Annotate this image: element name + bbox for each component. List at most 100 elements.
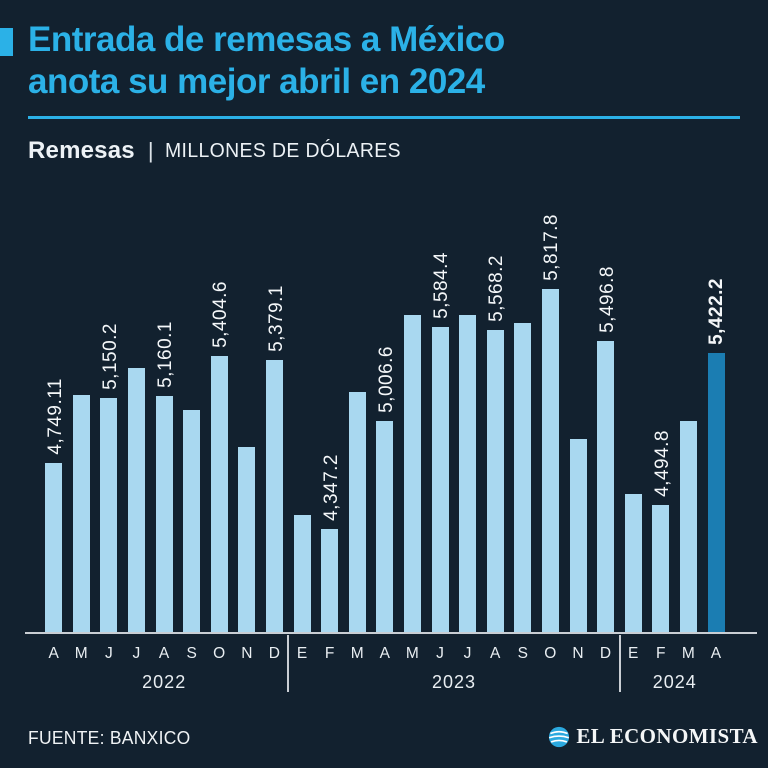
bar-slot-2022-5 — [178, 282, 206, 632]
bar-value-label: 5,817.8 — [541, 214, 563, 281]
bar-slot-2023-17 — [509, 282, 537, 632]
bar — [459, 315, 477, 632]
bar — [624, 494, 642, 632]
bar — [376, 421, 394, 632]
bar — [321, 529, 339, 632]
bar-value-label: 5,379.1 — [265, 285, 287, 352]
bar — [45, 463, 63, 632]
bar-highlighted — [707, 353, 725, 632]
month-tick: J — [463, 645, 472, 662]
bar-slot-2022-2: 5,150.2 — [95, 282, 123, 632]
month-tick: M — [74, 645, 88, 662]
year-divider — [618, 635, 621, 692]
kicker-separator: | — [147, 138, 154, 163]
title-line-2: anota su mejor abril en 2024 — [28, 62, 485, 101]
bar — [597, 341, 615, 632]
bar — [486, 330, 504, 632]
month-tick: A — [489, 645, 501, 662]
bar — [183, 410, 201, 632]
bar — [293, 515, 311, 632]
bar-slot-2022-7 — [233, 282, 261, 632]
bar-slot-2023-10: 4,347.2 — [316, 282, 344, 632]
month-tick: J — [132, 645, 141, 662]
month-tick: M — [681, 645, 696, 662]
bar — [128, 368, 146, 632]
bar-slot-2023-14: 5,584.4 — [426, 252, 454, 632]
bar-slot-2023-19 — [564, 282, 592, 632]
bar-slot-2022-4: 5,160.1 — [150, 282, 178, 632]
month-tick: O — [544, 645, 557, 662]
bar — [348, 392, 366, 632]
bar-slot-2022-1 — [68, 282, 96, 632]
year-label-2023: 2023 — [431, 672, 477, 692]
year-divider — [287, 635, 290, 692]
bar — [404, 315, 422, 632]
bar — [238, 447, 256, 632]
bar-slot-2024-21 — [619, 282, 647, 632]
bar — [210, 356, 228, 632]
month-tick: F — [655, 645, 666, 662]
month-tick: E — [296, 645, 308, 662]
bar-slot-2023-18: 5,817.8 — [537, 214, 565, 632]
x-axis-line — [25, 632, 757, 634]
bar-chart: 4,749.11 5,150.2 5,160.1 5,404.6 5,379.1 4,34… — [40, 214, 730, 632]
bar-slot-2022-8: 5,379.1 — [261, 282, 289, 632]
bar-value-label: 5,150.2 — [99, 323, 121, 390]
bar-slot-2023-15 — [454, 282, 482, 632]
bar-slot-2023-11 — [344, 282, 372, 632]
publisher-logo: EL ECONOMISTA — [548, 724, 758, 749]
bar-slot-2022-6: 5,404.6 — [206, 281, 234, 632]
bar-value-label: 5,404.6 — [210, 281, 232, 348]
bar — [652, 505, 670, 632]
bar-slot-2023-16: 5,568.2 — [482, 255, 510, 632]
bar — [100, 398, 118, 632]
chart-subtitle: Remesas | MILLONES DE DÓLARES — [28, 136, 408, 166]
year-label-2024: 2024 — [652, 672, 697, 692]
month-tick: N — [241, 645, 253, 662]
bar-slot-2024-22: 4,494.8 — [647, 282, 675, 632]
month-tick: A — [158, 645, 170, 662]
bar — [514, 323, 532, 632]
month-tick: M — [350, 645, 364, 662]
bar-value-label: 5,422.2 — [706, 278, 728, 345]
bar-value-label: 5,496.8 — [596, 266, 618, 333]
bar-slot-2024-23 — [675, 282, 703, 632]
month-tick: A — [379, 645, 391, 662]
month-tick: A — [710, 645, 722, 662]
bar-slot-2023-12: 5,006.6 — [371, 282, 399, 632]
month-tick: S — [186, 645, 198, 662]
month-tick: M — [405, 645, 420, 662]
month-tick: D — [268, 645, 281, 662]
bar-value-label: 4,749.11 — [44, 378, 66, 455]
bar-slot-2022-0: 4,749.11 — [40, 282, 68, 632]
bar — [541, 289, 559, 632]
publisher-name: EL ECONOMISTA — [576, 724, 758, 748]
kicker-label: Remesas — [28, 137, 135, 164]
month-tick: S — [517, 645, 529, 662]
month-tick: N — [572, 645, 584, 662]
bar-slot-2023-20: 5,496.8 — [592, 266, 620, 632]
bar — [679, 421, 697, 632]
bar — [431, 327, 449, 632]
bar-value-label: 4,494.8 — [651, 430, 673, 497]
bar-value-label: 5,584.4 — [431, 252, 453, 319]
bar-value-label: 5,568.2 — [486, 255, 508, 322]
globe-icon — [549, 726, 570, 747]
bar-slot-2022-3 — [123, 282, 151, 632]
bar — [155, 396, 173, 632]
year-label-2022: 2022 — [142, 672, 187, 692]
source-credit: FUENTE: BANXICO — [28, 728, 191, 748]
bar-slot-2023-9 — [288, 282, 316, 632]
month-tick: J — [104, 645, 114, 662]
title-line-1: Entrada de remesas a México — [28, 20, 505, 59]
month-tick: E — [627, 645, 639, 662]
month-tick: D — [599, 645, 612, 662]
month-tick: F — [324, 645, 335, 662]
title-underline — [28, 116, 740, 119]
bar-value-label: 5,160.1 — [155, 321, 177, 388]
bar-slot-2023-13 — [399, 282, 427, 632]
bar — [569, 439, 587, 632]
bar-value-label: 4,347.2 — [320, 454, 342, 521]
